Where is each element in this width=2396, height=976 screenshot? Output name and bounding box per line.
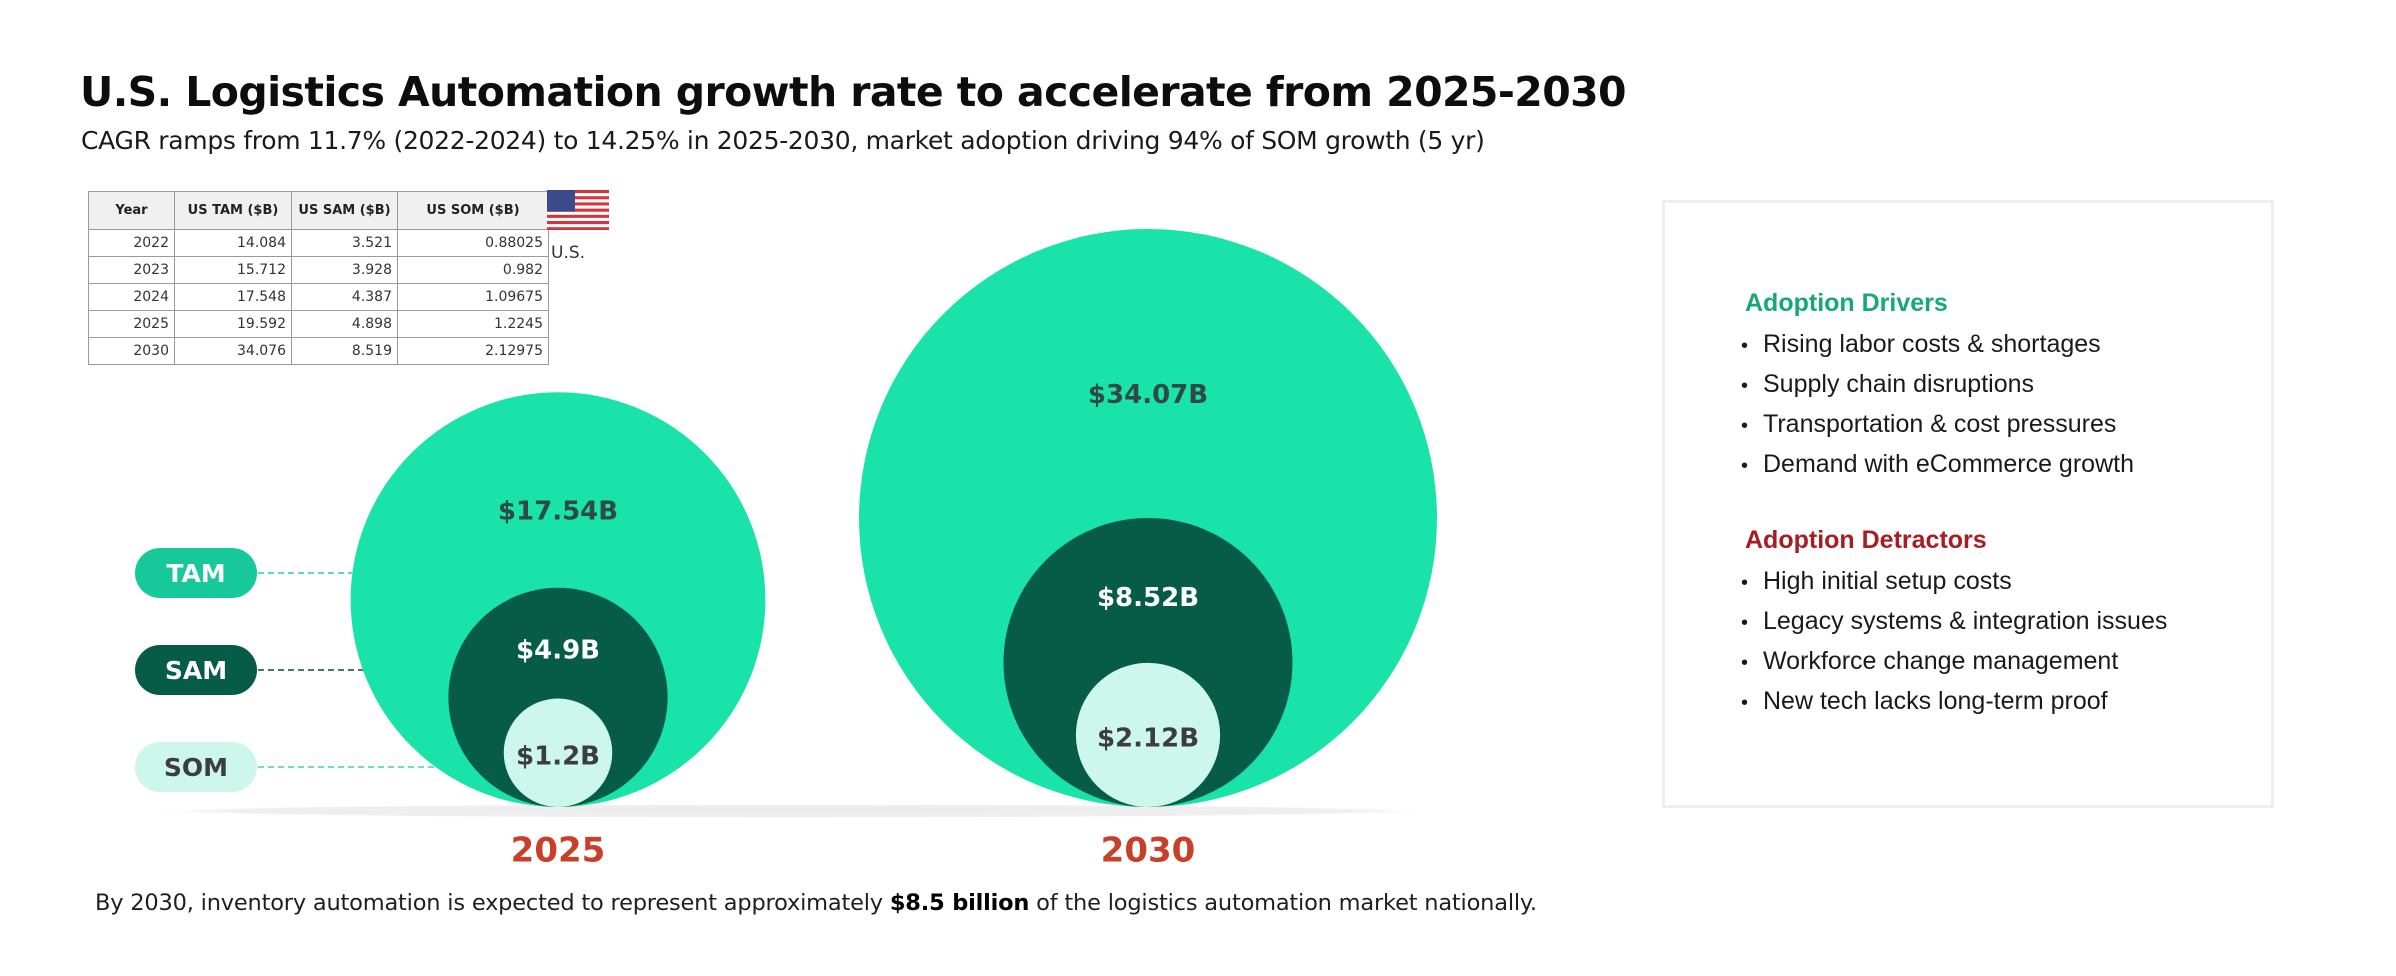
table-cell: 2025 bbox=[88, 310, 175, 338]
bubble-label-som-2030: $2.12B bbox=[1097, 723, 1199, 753]
adoption-drivers-list: • Rising labor costs & shortages • Supply … bbox=[1741, 324, 2134, 484]
bubble-som-2025 bbox=[503, 698, 613, 807]
table-row: 2025 19.592 4.898 1.2245 bbox=[88, 310, 549, 338]
table-cell: 34.076 bbox=[174, 337, 292, 365]
bubble-som-2030 bbox=[1075, 662, 1221, 807]
page-subtitle: CAGR ramps from 11.7% (2022-2024) to 14.… bbox=[81, 126, 1485, 155]
table-cell: 2022 bbox=[88, 229, 175, 257]
bullet-icon: • bbox=[1741, 335, 1749, 357]
list-item: • Demand with eCommerce growth bbox=[1741, 444, 2134, 484]
flag-label: U.S. bbox=[551, 243, 586, 263]
bubble-label-som-2025: $1.2B bbox=[516, 741, 600, 771]
footer-text-highlight: $8.5 billion bbox=[889, 890, 1030, 916]
market-size-table: Year US TAM ($B) US SAM ($B) US SOM ($B)… bbox=[88, 191, 549, 365]
year-label-2030: 2030 bbox=[1101, 831, 1196, 871]
adoption-detractors-list: • High initial setup costs • Legacy system… bbox=[1741, 561, 2167, 721]
legend-pill-tam: TAM bbox=[135, 548, 257, 598]
column-header-tam: US TAM ($B) bbox=[174, 191, 292, 230]
list-item-text: Workforce change management bbox=[1763, 647, 2119, 675]
table-row: 2023 15.712 3.928 0.982 bbox=[88, 256, 549, 284]
table-cell: 3.521 bbox=[291, 229, 398, 257]
bullet-icon: • bbox=[1741, 572, 1749, 594]
legend-pill-sam-label: SAM bbox=[164, 655, 228, 685]
table-cell: 17.548 bbox=[174, 283, 292, 311]
legend-pill-som: SOM bbox=[135, 742, 257, 792]
table-header-row: Year US TAM ($B) US SAM ($B) US SOM ($B) bbox=[88, 191, 549, 230]
table-cell: 2023 bbox=[88, 256, 175, 284]
list-item: • Workforce change management bbox=[1741, 641, 2167, 681]
footer-text-prefix: By 2030, inventory automation is expecte… bbox=[95, 890, 890, 916]
bullet-icon: • bbox=[1741, 375, 1749, 397]
bubble-label-sam-2025: $4.9B bbox=[516, 636, 600, 666]
bullet-icon: • bbox=[1741, 692, 1749, 714]
bubble-label-sam-2030: $8.52B bbox=[1097, 583, 1199, 613]
legend-pill-som-label: SOM bbox=[163, 752, 229, 782]
table-cell: 0.88025 bbox=[397, 229, 549, 257]
bubble-sam-2030 bbox=[1003, 517, 1293, 808]
list-item-text: Demand with eCommerce growth bbox=[1763, 450, 2134, 478]
us-flag-icon bbox=[547, 190, 609, 230]
column-header-year: Year bbox=[88, 191, 175, 230]
list-item-text: Transportation & cost pressures bbox=[1763, 410, 2117, 438]
bubble-label-tam-2030: $34.07B bbox=[1088, 380, 1208, 410]
table-cell: 0.982 bbox=[397, 256, 549, 284]
legend-pill-sam: SAM bbox=[135, 645, 257, 695]
list-item-text: Supply chain disruptions bbox=[1763, 370, 2034, 398]
column-header-sam: US SAM ($B) bbox=[291, 191, 398, 230]
page-title: U.S. Logistics Automation growth rate to… bbox=[80, 68, 1627, 116]
adoption-detractors-heading: Adoption Detractors bbox=[1745, 526, 1987, 554]
list-item: • High initial setup costs bbox=[1741, 561, 2167, 601]
list-item: • Rising labor costs & shortages bbox=[1741, 324, 2134, 364]
table-row: 2024 17.548 4.387 1.09675 bbox=[88, 283, 549, 311]
ground-shadow bbox=[130, 804, 1450, 818]
legend-pill-tam-label: TAM bbox=[166, 558, 226, 588]
table-cell: 2024 bbox=[88, 283, 175, 311]
adoption-factors-panel: Adoption Drivers • Rising labor costs & s… bbox=[1662, 200, 2274, 808]
bullet-icon: • bbox=[1741, 612, 1749, 634]
table-cell: 15.712 bbox=[174, 256, 292, 284]
footer-text-suffix: of the logistics automation market natio… bbox=[1029, 890, 1537, 916]
year-label-2025: 2025 bbox=[511, 831, 606, 871]
table-row: 2022 14.084 3.521 0.88025 bbox=[88, 229, 549, 257]
list-item: • Transportation & cost pressures bbox=[1741, 404, 2134, 444]
bullet-icon: • bbox=[1741, 415, 1749, 437]
list-item: • Supply chain disruptions bbox=[1741, 364, 2134, 404]
list-item-text: Legacy systems & integration issues bbox=[1763, 607, 2168, 635]
list-item: • Legacy systems & integration issues bbox=[1741, 601, 2167, 641]
table-row: 2030 34.076 8.519 2.12975 bbox=[88, 337, 549, 365]
table-cell: 19.592 bbox=[174, 310, 292, 338]
bullet-icon: • bbox=[1741, 455, 1749, 477]
adoption-drivers-heading: Adoption Drivers bbox=[1745, 289, 1948, 317]
bubble-sam-2025 bbox=[448, 587, 668, 808]
footer-note: By 2030, inventory automation is expecte… bbox=[95, 890, 1537, 916]
table-cell: 8.519 bbox=[291, 337, 398, 365]
table-cell: 3.928 bbox=[291, 256, 398, 284]
list-item-text: Rising labor costs & shortages bbox=[1763, 330, 2101, 358]
table-cell: 2.12975 bbox=[397, 337, 549, 365]
table-cell: 14.084 bbox=[174, 229, 292, 257]
bubble-label-tam-2025: $17.54B bbox=[498, 497, 618, 527]
bullet-icon: • bbox=[1741, 652, 1749, 674]
list-item-text: New tech lacks long-term proof bbox=[1763, 687, 2108, 715]
list-item: • New tech lacks long-term proof bbox=[1741, 681, 2167, 721]
column-header-som: US SOM ($B) bbox=[397, 191, 549, 230]
list-item-text: High initial setup costs bbox=[1763, 567, 2012, 595]
